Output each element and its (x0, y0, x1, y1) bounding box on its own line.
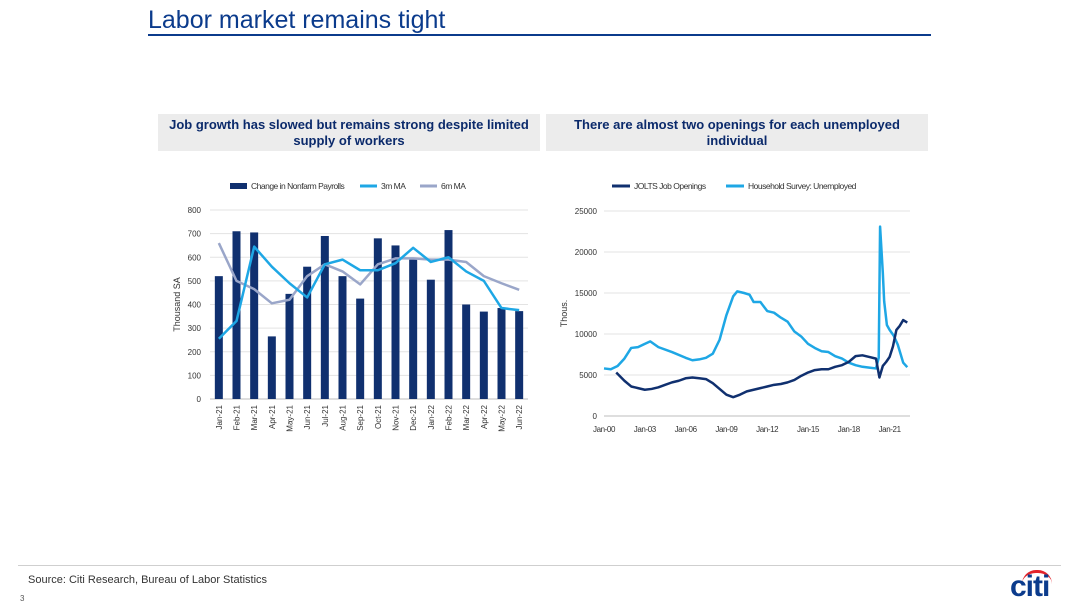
left-x-tick-label: Jan-21 (215, 404, 224, 429)
left-x-tick-label: Feb-22 (445, 404, 454, 430)
left-y-tick-label: 100 (188, 371, 202, 380)
payroll-bar (373, 238, 382, 399)
6m-ma-line (217, 242, 520, 305)
left-x-tick-label: Feb-21 (233, 404, 242, 430)
left-x-tick-label: Apr-21 (268, 404, 277, 429)
right-x-tick-label: Jan-09 (715, 425, 738, 434)
payroll-bar (479, 311, 488, 399)
right-chart-title: There are almost two openings for each u… (546, 114, 928, 151)
left-x-tick-label: May-22 (498, 404, 507, 431)
left-y-tick-label: 300 (188, 324, 202, 333)
right-y-tick-label: 10000 (575, 330, 598, 339)
left-x-tick-label: Jul-21 (321, 404, 330, 426)
left-x-tick-label: Oct-21 (374, 404, 383, 429)
logo-wordmark: citi (1010, 570, 1050, 603)
payroll-bar (356, 298, 365, 399)
right-x-tick-label: Jan-03 (634, 425, 657, 434)
legend-label: 3m MA (381, 181, 406, 191)
left-x-tick-label: Sep-21 (356, 404, 365, 430)
left-x-tick-label: Jan-22 (427, 404, 436, 429)
payroll-bar (462, 304, 471, 399)
right-y-axis-title: Thous. (559, 300, 569, 328)
right-y-tick-label: 25000 (575, 207, 598, 216)
payroll-bar (285, 293, 294, 399)
page-number: 3 (20, 594, 25, 603)
payroll-bar (426, 279, 435, 399)
legend-label: JOLTS Job Openings (634, 181, 706, 191)
legend-label: Change in Nonfarm Payrolls (251, 181, 345, 191)
payroll-bar (409, 259, 418, 399)
right-x-tick-label: Jan-12 (756, 425, 779, 434)
source-note: Source: Citi Research, Bureau of Labor S… (28, 574, 268, 586)
left-x-tick-label: Jun-22 (515, 404, 524, 429)
slide-title: Labor market remains tight (148, 6, 446, 34)
left-x-tick-label: Nov-21 (392, 404, 401, 430)
payroll-bar (267, 336, 276, 399)
footer-divider (18, 565, 1061, 566)
right-x-tick-label: Jan-18 (838, 425, 861, 434)
left-y-tick-label: 500 (188, 277, 202, 286)
legend-swatch-bar (230, 183, 247, 189)
right-y-tick-label: 0 (593, 412, 598, 421)
legend-label: Household Survey: Unemployed (748, 181, 857, 191)
title-underline (148, 34, 931, 36)
right-x-tick-label: Jan-21 (879, 425, 902, 434)
left-y-tick-label: 400 (188, 301, 202, 310)
right-x-tick-label: Jan-00 (593, 425, 616, 434)
3m-ma-line (217, 245, 520, 340)
payroll-bar (320, 235, 329, 399)
payroll-bar (444, 230, 453, 399)
left-y-axis-title: Thousand SA (172, 277, 182, 332)
left-x-tick-label: Jun-21 (303, 404, 312, 429)
citi-logo: citi (1010, 570, 1058, 602)
left-chart-title: Job growth has slowed but remains strong… (158, 114, 540, 151)
right-y-tick-label: 5000 (579, 371, 597, 380)
payroll-bar (515, 311, 524, 399)
right-y-tick-label: 20000 (575, 248, 598, 257)
payroll-bar (303, 266, 312, 399)
left-y-tick-label: 0 (197, 395, 202, 404)
payroll-bar (232, 231, 241, 399)
left-y-tick-label: 800 (188, 206, 202, 215)
left-x-tick-label: Aug-21 (339, 404, 348, 430)
legend-label: 6m MA (441, 181, 466, 191)
payroll-bar (497, 308, 506, 399)
left-y-tick-label: 600 (188, 253, 202, 262)
jolts-line (615, 318, 908, 399)
payroll-bar (338, 276, 347, 399)
unemployed-line (603, 225, 909, 371)
right-y-tick-label: 15000 (575, 289, 598, 298)
payroll-bar (250, 232, 259, 399)
left-x-tick-label: Apr-22 (480, 404, 489, 429)
left-y-tick-label: 200 (188, 348, 202, 357)
logo-arc-icon (1022, 570, 1052, 584)
left-x-tick-label: Dec-21 (409, 404, 418, 430)
left-y-tick-label: 700 (188, 230, 202, 239)
left-x-tick-label: Mar-22 (462, 404, 471, 430)
left-x-tick-label: May-21 (286, 404, 295, 431)
right-x-tick-label: Jan-06 (675, 425, 698, 434)
left-x-tick-label: Mar-21 (250, 404, 259, 430)
right-x-tick-label: Jan-15 (797, 425, 820, 434)
payroll-bar (391, 245, 400, 399)
